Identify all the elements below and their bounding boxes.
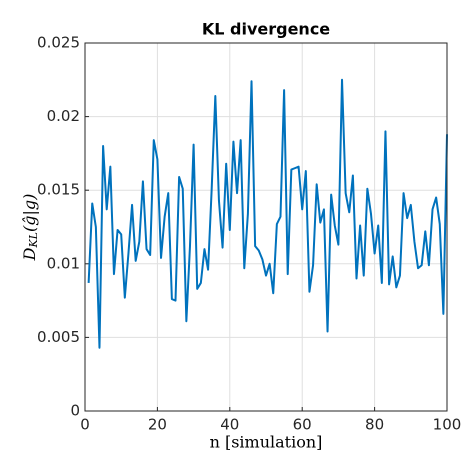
y-tick-label: 0 [70, 402, 80, 420]
x-tick-label: 60 [293, 416, 312, 434]
y-tick-label: 0.01 [47, 254, 80, 272]
x-tick-label: 40 [220, 416, 239, 434]
y-axis-label: DKL(ĝ|g) [20, 194, 41, 262]
y-tick-label: 0.025 [37, 34, 80, 52]
x-tick-label: 20 [148, 416, 167, 434]
y-tick-label: 0.005 [37, 328, 80, 346]
y-tick-label: 0.02 [47, 107, 80, 125]
y-label-sub: KL [27, 232, 40, 249]
x-tick-label: 100 [433, 416, 462, 434]
chart-title: KL divergence [202, 20, 330, 39]
x-tick-label: 80 [365, 416, 384, 434]
y-label-rest: (ĝ|g) [20, 194, 39, 232]
y-tick-label: 0.015 [37, 181, 80, 199]
x-tick-label: 0 [80, 416, 90, 434]
plot-frame [84, 42, 448, 412]
line [87, 78, 448, 349]
x-axis-label: n [simulation] [210, 433, 323, 452]
y-label-main: D [20, 247, 39, 261]
